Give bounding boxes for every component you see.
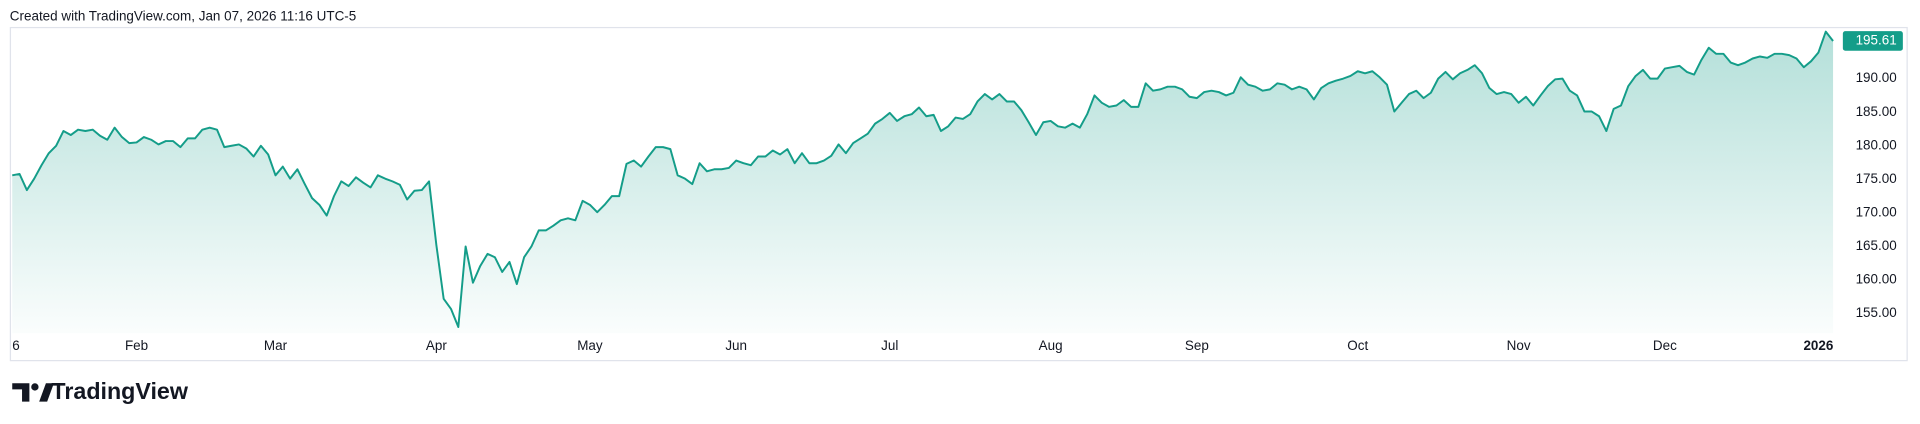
x-tick-label: Oct bbox=[1347, 338, 1368, 353]
plot-frame bbox=[9, 26, 1908, 362]
x-tick-label: Mar bbox=[264, 338, 288, 353]
last-price-label: 195.61 bbox=[1856, 33, 1897, 48]
x-tick-label: Sep bbox=[1185, 338, 1209, 353]
x-tick-label: 6 bbox=[12, 338, 19, 353]
x-tick-label: Feb bbox=[125, 338, 148, 353]
price-line bbox=[12, 30, 1834, 329]
x-tick-label: 2026 bbox=[1803, 338, 1833, 353]
area-fill bbox=[12, 31, 1834, 334]
y-tick-label: 155.00 bbox=[1856, 305, 1897, 320]
last-price-badge bbox=[1842, 31, 1903, 51]
x-tick-label: May bbox=[577, 338, 603, 353]
brand-name: TradingView bbox=[51, 378, 188, 404]
y-tick-label: 160.00 bbox=[1856, 272, 1897, 287]
y-tick-label: 170.00 bbox=[1856, 204, 1897, 219]
x-tick-label: Dec bbox=[1653, 338, 1677, 353]
y-tick-label: 180.00 bbox=[1856, 137, 1897, 152]
x-tick-label: Jun bbox=[725, 338, 747, 353]
x-tick-label: Nov bbox=[1507, 338, 1531, 353]
x-tick-label: Apr bbox=[426, 338, 447, 353]
brand-logo: TradingView bbox=[12, 378, 189, 404]
y-tick-label: 185.00 bbox=[1856, 104, 1897, 119]
x-tick-label: Jul bbox=[881, 338, 898, 353]
credit: Created with TradingView.com, Jan 07, 20… bbox=[10, 9, 356, 24]
y-tick-label: 175.00 bbox=[1856, 171, 1897, 186]
y-tick-label: 165.00 bbox=[1856, 238, 1897, 253]
x-tick-label: Aug bbox=[1039, 338, 1063, 353]
y-tick-label: 190.00 bbox=[1856, 70, 1897, 85]
